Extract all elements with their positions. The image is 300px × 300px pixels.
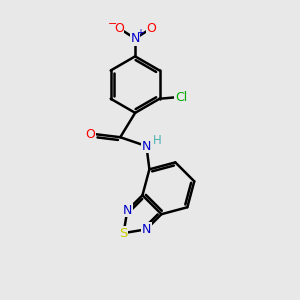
Text: N: N xyxy=(142,140,151,153)
Text: N: N xyxy=(142,223,151,236)
Text: O: O xyxy=(114,22,124,34)
Text: H: H xyxy=(152,134,161,147)
Text: O: O xyxy=(85,128,95,141)
Text: O: O xyxy=(146,22,156,34)
Text: N: N xyxy=(123,204,132,217)
Text: N: N xyxy=(130,32,140,45)
Text: S: S xyxy=(119,226,128,240)
Text: +: + xyxy=(136,28,145,38)
Text: −: − xyxy=(108,19,117,29)
Text: Cl: Cl xyxy=(175,91,187,104)
